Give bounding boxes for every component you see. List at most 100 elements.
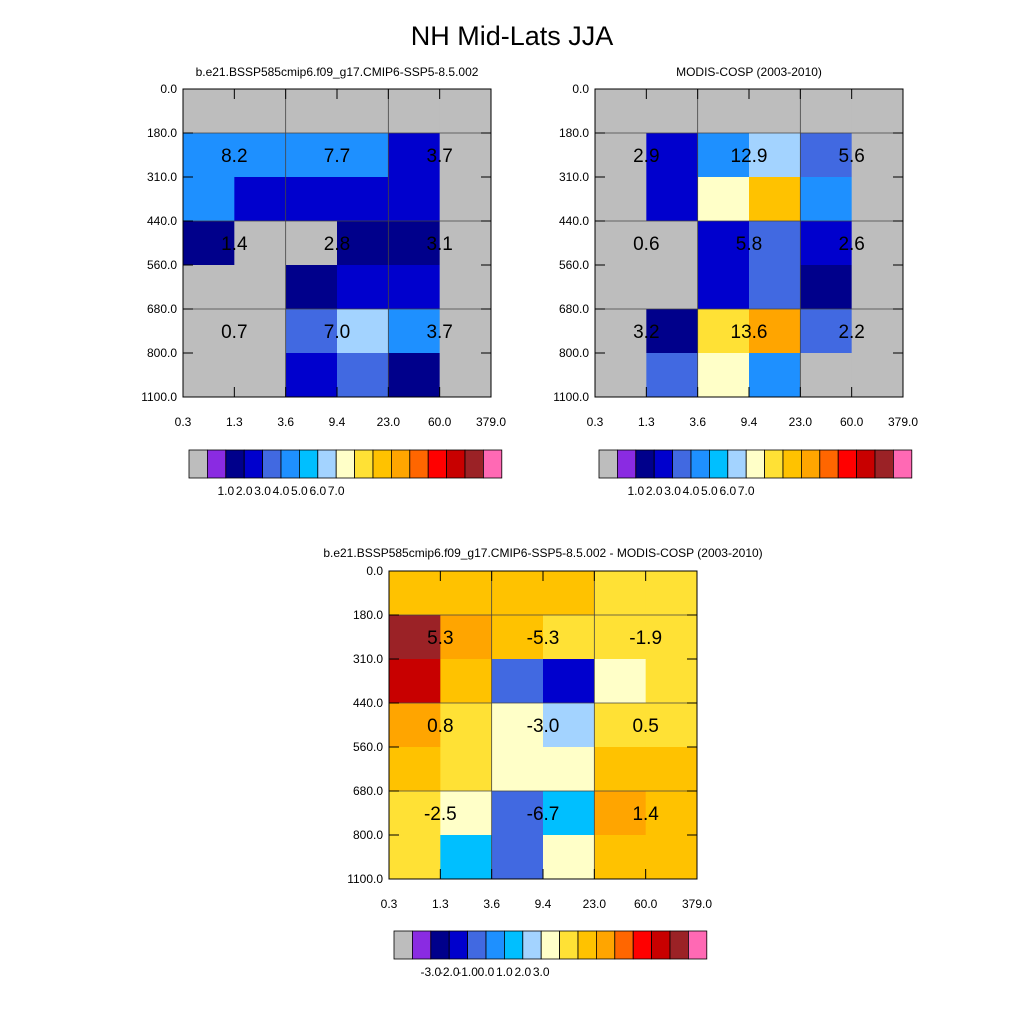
- x-tick-label: 60.0: [840, 415, 864, 429]
- data-label: 3.7: [426, 322, 452, 343]
- heatmap-cell: [594, 615, 647, 660]
- data-label: -3.0: [527, 716, 560, 737]
- colorbar-swatch: [577, 930, 597, 960]
- colorbar-swatch: [262, 449, 282, 479]
- colorbar-label: 5.0: [701, 484, 718, 498]
- heatmap-cell: [800, 133, 853, 178]
- heatmap-cell: [851, 177, 904, 222]
- heatmap-cell: [595, 353, 647, 398]
- y-tick-label: 440.0: [559, 214, 589, 228]
- heatmap-cell: [389, 791, 441, 836]
- data-label: 12.9: [731, 146, 768, 167]
- heatmap-cell: [439, 221, 492, 266]
- colorbar-swatch: [411, 930, 432, 960]
- heatmap-cell: [491, 791, 544, 836]
- heatmap-cell: [800, 89, 853, 134]
- heatmap-cell: [440, 615, 493, 660]
- data-label: 2.8: [324, 234, 350, 255]
- colorbar-swatch: [598, 449, 618, 479]
- colorbar-swatch: [372, 449, 392, 479]
- heatmap-cell: [439, 133, 492, 178]
- heatmap-cell: [285, 353, 338, 398]
- colorbar-swatch: [819, 449, 839, 479]
- colorbar-label: 0.0: [478, 965, 495, 979]
- heatmap-cell: [491, 703, 544, 748]
- colorbar-swatch: [596, 930, 616, 960]
- heatmap-cell: [491, 615, 544, 660]
- y-tick-label: 180.0: [353, 608, 383, 622]
- colorbar-label: -3.0: [420, 965, 441, 979]
- colorbar-label: 6.0: [309, 484, 326, 498]
- x-tick-label: 379.0: [682, 897, 712, 911]
- colorbar-swatch: [188, 449, 208, 479]
- heatmap-cell: [439, 309, 492, 354]
- panel-model: b.e21.BSSP585cmip6.f09_g17.CMIP6-SSP5-8.…: [141, 65, 506, 429]
- y-tick-label: 0.0: [366, 564, 383, 578]
- heatmap-cell: [183, 177, 235, 222]
- heatmap-cell: [800, 221, 853, 266]
- heatmap-cell: [285, 309, 338, 354]
- colorbar-model: 1.0 2.0 3.0 4.0 5.0 6.0 7.0: [188, 449, 503, 498]
- colorbar-label: 3.0: [533, 965, 550, 979]
- heatmap-cell: [749, 353, 801, 398]
- heatmap-cell: [749, 177, 801, 222]
- colorbar-label: 7.0: [328, 484, 345, 498]
- heatmap-cell: [697, 133, 750, 178]
- data-label: 0.5: [632, 716, 658, 737]
- heatmap-cell: [594, 835, 647, 880]
- heatmap-cell: [388, 221, 441, 266]
- heatmap-cell: [646, 89, 699, 134]
- heatmap-cell: [440, 835, 493, 880]
- heatmap-cell: [234, 89, 287, 134]
- colorbar-swatch: [669, 930, 689, 960]
- heatmap-cell: [646, 221, 699, 266]
- colorbar-swatch: [243, 449, 263, 479]
- data-label: 2.6: [838, 234, 864, 255]
- y-tick-label: 800.0: [147, 346, 177, 360]
- colorbar-label: 2.0: [514, 965, 531, 979]
- heatmap-cell: [389, 615, 441, 660]
- colorbar-swatch: [335, 449, 356, 479]
- x-tick-label: 9.4: [741, 415, 758, 429]
- heatmap-cell: [851, 133, 904, 178]
- heatmap-cell: [645, 835, 698, 880]
- heatmap-cell: [183, 265, 235, 310]
- x-tick-label: 60.0: [634, 897, 658, 911]
- heatmap-cell: [388, 309, 441, 354]
- x-tick-label: 379.0: [888, 415, 918, 429]
- heatmap-cell: [800, 309, 853, 354]
- heatmap-cell: [646, 133, 699, 178]
- y-tick-label: 800.0: [559, 346, 589, 360]
- colorbar-swatch: [427, 449, 448, 479]
- colorbar-swatch: [522, 930, 542, 960]
- heatmap-cell: [337, 265, 389, 310]
- y-tick-label: 440.0: [147, 214, 177, 228]
- heatmap-cell: [595, 309, 647, 354]
- heatmap-cell: [183, 89, 235, 134]
- data-label: 0.7: [221, 322, 247, 343]
- heatmap-cell: [234, 353, 287, 398]
- y-tick-label: 800.0: [353, 828, 383, 842]
- x-tick-label: 23.0: [789, 415, 813, 429]
- colorbar-label: 5.0: [291, 484, 308, 498]
- colorbar-swatch: [837, 449, 858, 479]
- heatmap-cell: [439, 177, 492, 222]
- heatmap-cell: [388, 353, 441, 398]
- heatmap-cell: [337, 309, 389, 354]
- heatmap-cell: [645, 703, 698, 748]
- heatmap-cell: [646, 309, 699, 354]
- colorbar-swatch: [225, 449, 245, 479]
- colorbar-swatch: [653, 449, 674, 479]
- y-tick-label: 310.0: [559, 170, 589, 184]
- data-label: 0.8: [427, 716, 453, 737]
- colorbar-swatch: [354, 449, 374, 479]
- heatmap-cell: [183, 133, 235, 178]
- data-label: 0.6: [633, 234, 659, 255]
- heatmap-cell: [594, 703, 647, 748]
- colorbar-swatch: [893, 449, 913, 479]
- colorbar-swatch: [559, 930, 579, 960]
- x-tick-label: 379.0: [476, 415, 506, 429]
- colorbar-swatch: [409, 449, 429, 479]
- y-tick-label: 1100.0: [141, 390, 177, 404]
